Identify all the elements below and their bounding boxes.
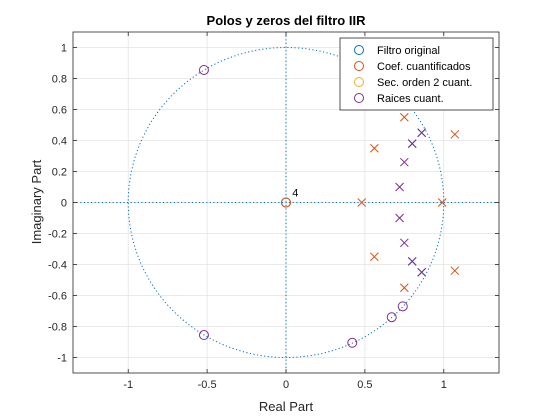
y-tick-label: 0.6 <box>52 105 67 117</box>
y-tick-label: -1 <box>57 353 67 365</box>
y-axis-title: Imaginary Part <box>29 159 44 244</box>
x-tick-label: 0 <box>283 379 289 391</box>
y-tick-label: 1 <box>61 43 67 55</box>
y-tick-label: 0.2 <box>52 167 67 179</box>
y-tick-label: -0.8 <box>48 322 67 334</box>
chart-title: Polos y zeros del filtro IIR <box>207 13 367 28</box>
x-tick-label: -0.5 <box>198 379 217 391</box>
y-tick-label: 0.8 <box>52 74 67 86</box>
x-tick-label: -1 <box>123 379 133 391</box>
legend-label: Sec. orden 2 cuant. <box>377 77 472 89</box>
x-axis-title: Real Part <box>259 399 314 414</box>
x-tick-label: 1 <box>441 379 447 391</box>
annotations: 4 <box>292 187 298 199</box>
y-tick-label: -0.2 <box>48 229 67 241</box>
y-tick-label: -0.6 <box>48 291 67 303</box>
legend-label: Coef. cuantificados <box>377 61 471 73</box>
y-tick-label: 0 <box>61 198 67 210</box>
legend: Filtro original Coef. cuantificados Sec. o… <box>340 38 493 110</box>
y-tick-label: 0.4 <box>52 136 67 148</box>
legend-label: Raices cuant. <box>377 93 444 105</box>
legend-label: Filtro original <box>377 45 440 57</box>
y-tick-label: -0.4 <box>48 260 67 272</box>
multiplicity-annotation: 4 <box>292 187 298 199</box>
x-tick-label: 0.5 <box>357 379 372 391</box>
